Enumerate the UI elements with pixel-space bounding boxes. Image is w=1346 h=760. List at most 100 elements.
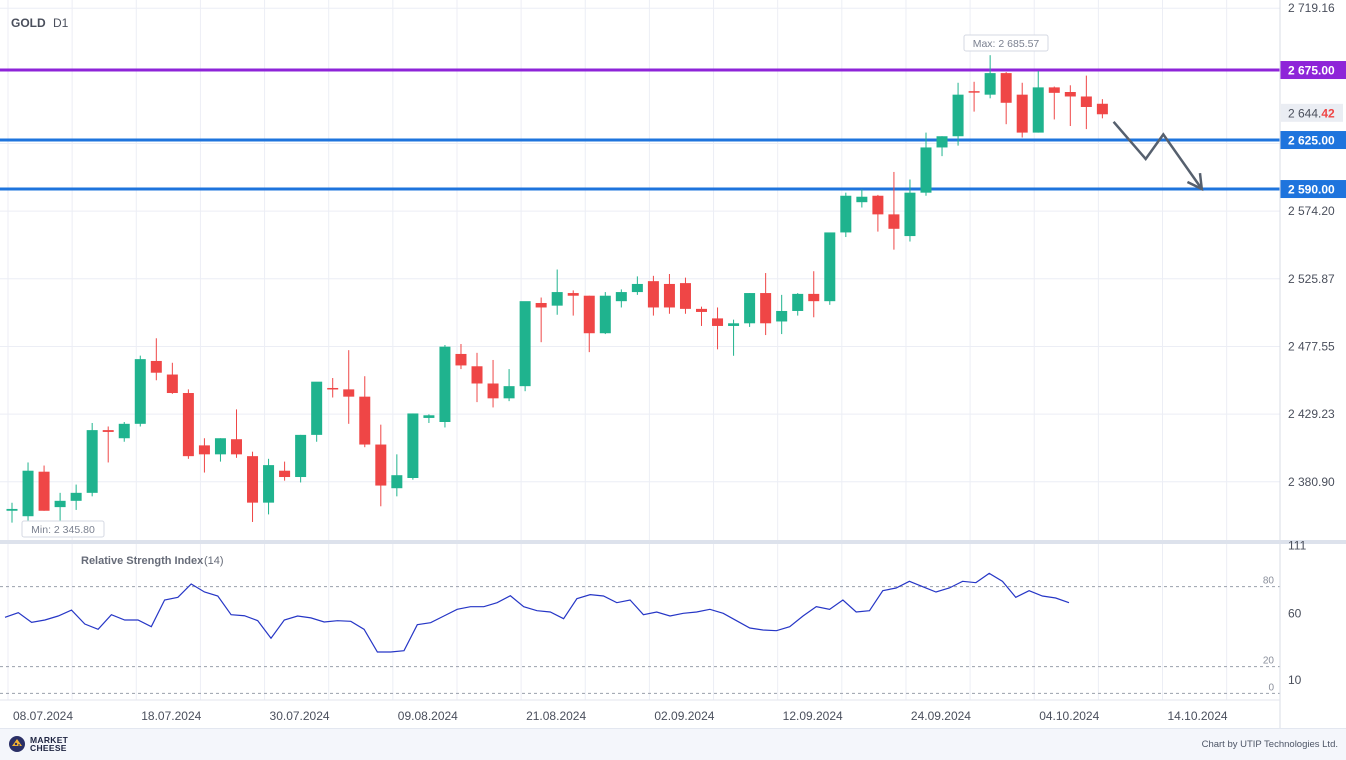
bull-candle	[263, 458, 275, 515]
bear-candle	[166, 362, 178, 394]
candle-body	[54, 500, 66, 508]
candle-body	[519, 301, 531, 387]
bear-candle	[1080, 75, 1092, 130]
rsi-level-label: 80	[1263, 576, 1275, 587]
candle-body	[38, 471, 50, 511]
candle-body	[728, 323, 740, 326]
bull-candle	[22, 462, 34, 528]
candle-body	[647, 281, 659, 308]
candle-body	[487, 383, 499, 399]
candle-body	[936, 136, 948, 148]
date-tick-label: 04.10.2024	[1039, 709, 1099, 723]
date-tick-label: 12.09.2024	[783, 709, 843, 723]
bull-candle	[118, 421, 130, 442]
candle-body	[599, 295, 611, 334]
bear-candle	[487, 359, 499, 408]
price-axis: 08.07.2024 18.07.2024 30.07.2024 09.08.2024…	[0, 0, 1346, 728]
date-tick-label: 24.09.2024	[911, 709, 971, 723]
candle-body	[455, 353, 467, 366]
bear-candle	[1064, 85, 1076, 127]
candle-body	[423, 415, 435, 418]
candle-body	[375, 444, 387, 486]
bear-candle	[327, 378, 339, 398]
candle-body	[984, 73, 996, 95]
bear-candle	[808, 271, 820, 318]
bull-candle	[54, 492, 66, 525]
candle-body	[952, 94, 964, 137]
candle-body	[214, 438, 226, 455]
bull-candle	[407, 413, 419, 480]
brand-line-1: MARKET	[30, 735, 69, 745]
candle-body	[150, 360, 162, 373]
candle-body	[1080, 96, 1092, 107]
bull-candle	[6, 502, 18, 523]
price-tick-label: 2 574.20	[1288, 204, 1335, 218]
forecast-path	[1112, 121, 1203, 190]
date-tick-label: 30.07.2024	[270, 709, 330, 723]
bull-candle	[792, 293, 804, 316]
candle-body	[808, 293, 820, 302]
bear-candle	[1096, 99, 1108, 119]
bear-candle	[663, 274, 675, 314]
bear-candle	[647, 275, 659, 316]
candle-body	[279, 470, 291, 478]
price-tick-label: 2 380.90	[1288, 475, 1335, 489]
candle-body	[407, 413, 419, 478]
rsi-line	[4, 572, 1070, 653]
bull-candle	[519, 301, 531, 392]
bull-candle	[984, 55, 996, 99]
bear-candle	[968, 81, 980, 112]
bear-candle	[182, 389, 194, 459]
candle-body	[311, 381, 323, 435]
bull-candle	[86, 422, 98, 497]
footer: MARKET CHEESE Chart by UTIP Technologies…	[0, 728, 1346, 760]
current-price-label: 2 644.42	[1288, 106, 1335, 120]
rsi-param: (14)	[204, 555, 224, 567]
bull-candle	[824, 232, 836, 305]
candle-body	[503, 386, 515, 399]
bull-candle	[631, 276, 643, 295]
bear-candle	[679, 277, 691, 314]
candle-body	[391, 475, 403, 489]
bull-candle	[134, 355, 146, 427]
timeframe-label: D1	[53, 16, 69, 30]
candle-body	[359, 396, 371, 445]
brand-logo[interactable]: MARKET CHEESE	[8, 735, 82, 753]
bear-candle	[567, 290, 579, 316]
bull-candle	[503, 369, 515, 402]
candle-body	[134, 359, 146, 424]
rsi-level-label: 0	[1268, 682, 1274, 693]
rsi-panel: 80 20 0	[0, 572, 1280, 694]
candle-body	[343, 389, 355, 397]
candle-body	[679, 283, 691, 309]
cheese-icon	[8, 735, 26, 753]
max-marker: Max: 2 685.57	[963, 34, 1049, 52]
bull-candle	[295, 434, 307, 483]
bear-candle	[1016, 82, 1028, 138]
price-tick-label: 2 429.23	[1288, 407, 1335, 421]
rsi-tick-label: 111	[1288, 538, 1307, 552]
candle-body	[102, 430, 114, 432]
candle-body	[1064, 92, 1076, 97]
price-level-label: 2 625.00	[1288, 134, 1335, 148]
bear-candle	[712, 307, 724, 350]
bear-candle	[198, 438, 210, 473]
candle-body	[86, 430, 98, 493]
candle-body	[615, 292, 627, 302]
bull-candle	[904, 179, 916, 242]
bull-candle	[744, 293, 756, 327]
bull-candle	[952, 82, 964, 146]
candle-body	[904, 192, 916, 237]
candle-body	[712, 318, 724, 326]
bear-candle	[888, 171, 900, 250]
candle-body	[840, 195, 852, 233]
rsi-level-label: 20	[1263, 656, 1275, 667]
bull-candle	[439, 344, 451, 428]
date-tick-label: 21.08.2024	[526, 709, 586, 723]
candle-body	[551, 292, 563, 306]
candle-body	[760, 293, 772, 324]
price-level-tag	[1280, 61, 1346, 80]
candle-body	[1032, 87, 1044, 133]
candle-body	[1016, 94, 1028, 133]
